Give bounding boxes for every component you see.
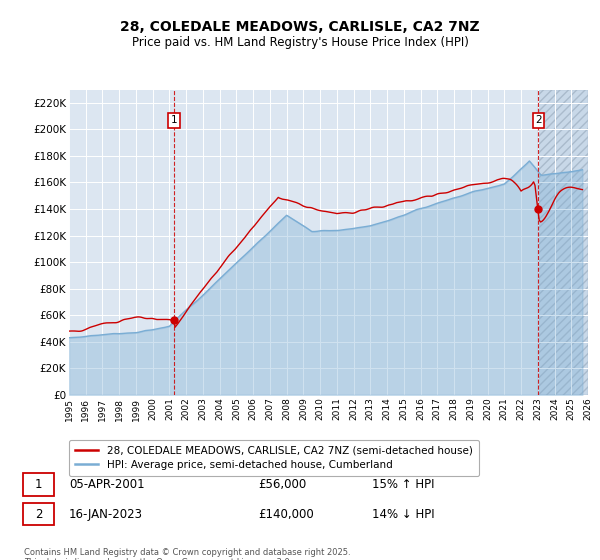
Legend: 28, COLEDALE MEADOWS, CARLISLE, CA2 7NZ (semi-detached house), HPI: Average pric: 28, COLEDALE MEADOWS, CARLISLE, CA2 7NZ … — [69, 440, 479, 477]
Text: 1: 1 — [35, 478, 42, 491]
Text: £56,000: £56,000 — [258, 478, 306, 491]
Text: 2: 2 — [35, 507, 42, 521]
Text: Contains HM Land Registry data © Crown copyright and database right 2025.
This d: Contains HM Land Registry data © Crown c… — [24, 548, 350, 560]
Text: 28, COLEDALE MEADOWS, CARLISLE, CA2 7NZ: 28, COLEDALE MEADOWS, CARLISLE, CA2 7NZ — [120, 20, 480, 34]
Text: 15% ↑ HPI: 15% ↑ HPI — [372, 478, 434, 491]
Text: £140,000: £140,000 — [258, 507, 314, 521]
Text: 05-APR-2001: 05-APR-2001 — [69, 478, 145, 491]
Text: Price paid vs. HM Land Registry's House Price Index (HPI): Price paid vs. HM Land Registry's House … — [131, 36, 469, 49]
Text: 1: 1 — [170, 115, 177, 125]
Text: 2: 2 — [535, 115, 542, 125]
Text: 14% ↓ HPI: 14% ↓ HPI — [372, 507, 434, 521]
Text: 16-JAN-2023: 16-JAN-2023 — [69, 507, 143, 521]
